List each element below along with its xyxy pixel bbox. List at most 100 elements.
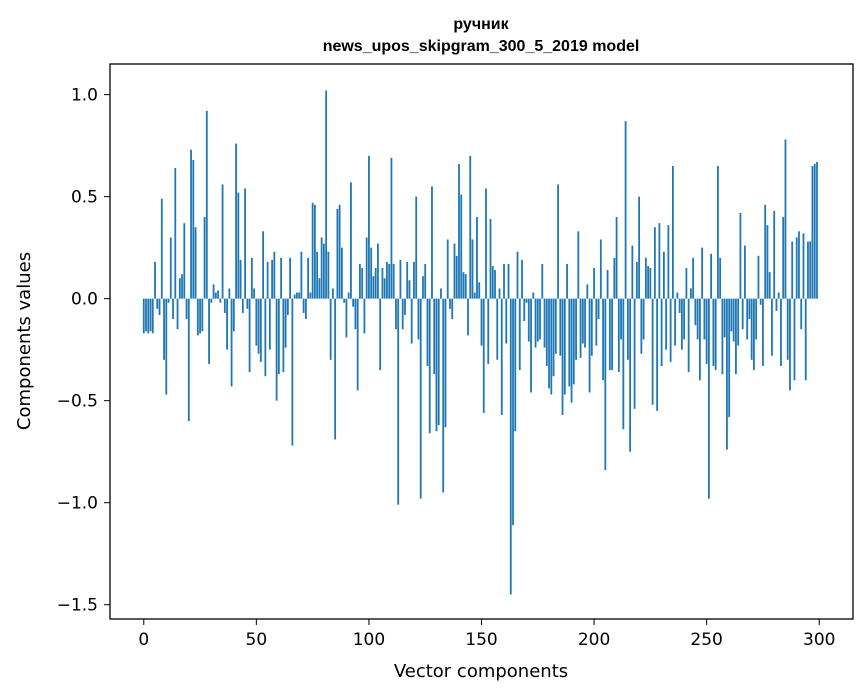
bar-130 <box>435 298 438 432</box>
bar-98 <box>363 298 366 334</box>
bar-32 <box>214 292 217 299</box>
bar-61 <box>280 257 283 299</box>
bar-165 <box>514 298 517 432</box>
bar-3 <box>149 298 152 332</box>
bar-214 <box>624 121 627 299</box>
bar-72 <box>304 298 307 320</box>
y-tick-label-0: 1.0 <box>71 86 98 106</box>
bar-158 <box>498 288 501 299</box>
bar-146 <box>471 239 474 299</box>
bar-183 <box>554 298 557 354</box>
bar-126 <box>426 298 429 366</box>
bar-4 <box>151 298 154 334</box>
bar-115 <box>401 298 404 330</box>
bar-99 <box>365 237 368 299</box>
bar-60 <box>277 298 280 375</box>
bar-271 <box>753 298 755 371</box>
bar-288 <box>791 241 794 299</box>
bar-109 <box>388 263 391 299</box>
bar-236 <box>674 298 677 346</box>
bar-102 <box>372 276 375 299</box>
bar-168 <box>521 259 523 299</box>
bar-151 <box>482 298 485 413</box>
bar-241 <box>685 268 688 299</box>
bar-250 <box>705 298 708 364</box>
bar-121 <box>415 196 418 299</box>
bar-50 <box>255 298 258 346</box>
bar-124 <box>422 276 424 299</box>
bar-136 <box>449 298 451 309</box>
bar-148 <box>476 217 478 299</box>
bar-221 <box>640 298 643 354</box>
bar-78 <box>318 278 321 299</box>
y-tick-label-2: 0.0 <box>71 290 98 310</box>
bar-153 <box>487 298 490 364</box>
bar-286 <box>786 298 789 360</box>
bar-8 <box>160 198 163 299</box>
bar-123 <box>419 298 422 499</box>
bar-37 <box>226 298 228 350</box>
bar-7 <box>158 298 161 315</box>
bar-290 <box>795 237 798 299</box>
bar-56 <box>268 298 271 350</box>
bar-57 <box>271 259 274 299</box>
bar-59 <box>275 298 278 401</box>
bar-259 <box>726 298 728 450</box>
chart-title-line1: ручник <box>453 16 509 33</box>
bar-10 <box>165 298 168 395</box>
bar-198 <box>588 298 591 393</box>
bar-211 <box>617 298 620 373</box>
bar-65 <box>289 257 292 299</box>
bar-107 <box>383 278 386 299</box>
bar-201 <box>595 298 598 346</box>
bar-147 <box>473 292 476 299</box>
bar-264 <box>737 298 740 346</box>
bar-26 <box>201 298 204 332</box>
bar-27 <box>203 217 206 299</box>
bar-159 <box>500 298 503 415</box>
bar-224 <box>647 266 650 299</box>
bar-167 <box>518 298 521 371</box>
bar-160 <box>503 263 505 299</box>
bar-172 <box>530 298 532 393</box>
x-tick-label-200: 200 <box>578 630 610 650</box>
bar-178 <box>543 298 546 348</box>
bar-38 <box>228 288 231 299</box>
bar-220 <box>638 196 641 299</box>
bar-135 <box>446 239 449 299</box>
bar-164 <box>512 298 514 526</box>
bar-28 <box>205 110 208 299</box>
bar-51 <box>257 298 260 354</box>
bar-71 <box>302 298 305 313</box>
bar-149 <box>478 282 481 299</box>
bar-63 <box>284 298 287 348</box>
x-tick-label-300: 300 <box>803 630 835 650</box>
bar-75 <box>311 202 314 299</box>
bar-238 <box>678 298 681 313</box>
bar-171 <box>527 298 530 342</box>
bar-246 <box>696 298 699 340</box>
bar-6 <box>156 298 159 309</box>
bar-258 <box>723 298 726 338</box>
bar-106 <box>381 268 384 299</box>
bar-263 <box>735 298 737 375</box>
bar-247 <box>699 298 701 381</box>
bar-237 <box>676 292 679 299</box>
bar-131 <box>437 298 440 426</box>
bar-174 <box>534 298 537 348</box>
bar-84 <box>332 288 334 299</box>
y-tick-label-5: −1.5 <box>57 596 98 616</box>
bar-134 <box>444 298 447 428</box>
bar-218 <box>633 298 636 409</box>
bar-194 <box>579 298 582 358</box>
bar-122 <box>417 298 420 340</box>
bar-145 <box>469 155 472 299</box>
bar-58 <box>273 251 276 299</box>
bar-12 <box>169 237 172 299</box>
bar-11 <box>167 298 170 303</box>
bar-180 <box>548 298 550 389</box>
bar-173 <box>532 292 535 299</box>
bar-297 <box>811 166 814 299</box>
bar-278 <box>768 272 771 299</box>
bar-229 <box>658 223 661 299</box>
